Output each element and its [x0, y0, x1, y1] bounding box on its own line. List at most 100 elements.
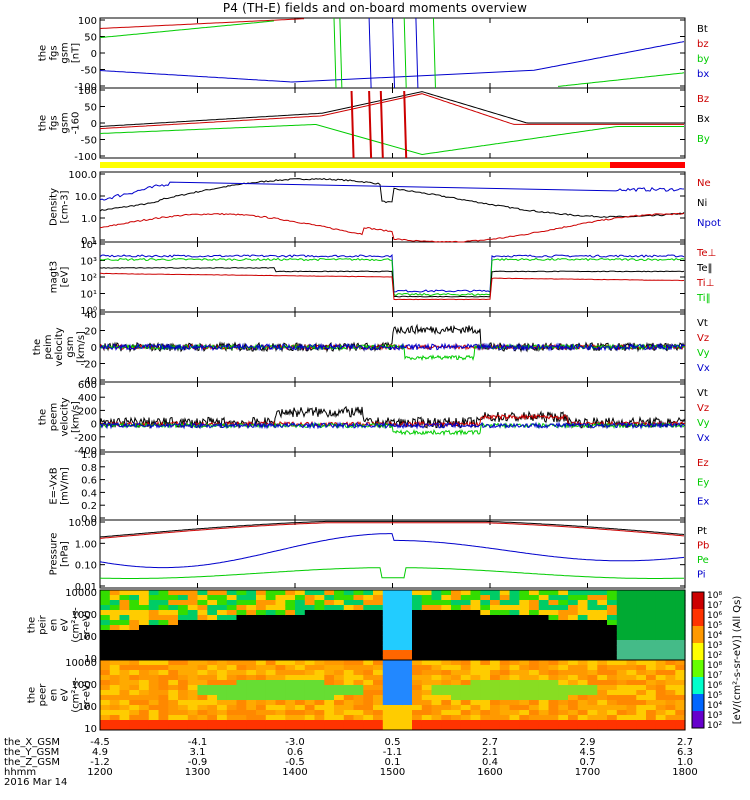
series-by-late — [557, 72, 685, 87]
spectrogram-cell — [480, 660, 491, 666]
spectrogram-cell — [187, 645, 199, 651]
spectrogram-cell — [412, 655, 423, 661]
spectrogram-cell — [568, 720, 579, 726]
spectrogram-cell — [275, 650, 286, 656]
spectrogram-cell — [616, 620, 628, 626]
legend-entry: Bz — [697, 94, 709, 105]
spectrogram-cell — [577, 680, 589, 686]
spectrogram-cell — [158, 640, 169, 646]
spectrogram-cell — [392, 705, 403, 711]
y-axis-label: (cm²-s- — [71, 677, 82, 713]
spectrogram-cell — [538, 620, 550, 626]
spectrogram-cell — [636, 720, 647, 726]
spectrogram-cell — [568, 675, 579, 681]
spectrogram-cell — [285, 590, 296, 596]
spectrogram-cell — [382, 640, 394, 646]
spectrogram-cell — [402, 600, 413, 606]
spectrogram-cell — [646, 665, 657, 671]
spectrogram-cell — [139, 695, 150, 701]
spectrogram-cell — [285, 675, 296, 681]
legend-entry: Ni — [697, 198, 707, 209]
spectrogram-cell — [451, 720, 462, 726]
spectrogram-cell — [431, 600, 442, 606]
spectrogram-cell — [285, 630, 296, 636]
spectrogram-cell — [655, 680, 667, 686]
spectrogram-cell — [597, 660, 608, 666]
spectrogram-cell — [597, 680, 608, 686]
spectrogram-cell — [119, 675, 130, 681]
spectrogram-cell — [587, 635, 598, 641]
spectrogram-cell — [558, 615, 569, 621]
spectrogram-cell — [187, 705, 199, 711]
spectrogram-cell — [626, 685, 637, 691]
spectrogram-cell — [646, 620, 657, 626]
spectrogram-cell — [246, 620, 257, 626]
spectrogram-cell — [363, 590, 374, 596]
legend-entry: Vt — [697, 318, 708, 329]
spectrogram-cell — [548, 605, 559, 611]
y-tick-label: -400 — [74, 446, 97, 457]
spectrogram-cell — [509, 590, 520, 596]
y-axis-label: en — [49, 619, 60, 632]
legend-entry: Pb — [697, 541, 709, 552]
spectrogram-cell — [178, 650, 189, 656]
spectrogram-cell — [451, 590, 462, 596]
spectrogram-cell — [246, 655, 257, 661]
spectrogram-cell — [470, 685, 481, 691]
spectrogram-cell — [509, 640, 520, 646]
spectrogram-cell — [304, 600, 316, 606]
spectrogram-cell — [616, 690, 628, 696]
spectrogram-cell — [363, 700, 374, 706]
spectrogram-cell — [460, 670, 472, 676]
series-Pt — [99, 520, 685, 538]
legend-entry: By — [697, 134, 710, 145]
spectrogram-cell — [100, 720, 111, 726]
spectrogram-cell — [373, 700, 384, 706]
spectrogram-cell — [178, 680, 189, 686]
spectrogram-cell — [655, 675, 667, 681]
spectrogram-cell — [480, 640, 491, 646]
spectrogram-cell — [568, 705, 579, 711]
spectrogram-cell — [490, 695, 501, 701]
spectrogram-cell — [441, 650, 452, 656]
spectrogram-cell — [421, 725, 433, 731]
spectrogram-cell — [119, 705, 130, 711]
elec-spectrogram — [99, 659, 686, 731]
spectrogram-cell — [314, 705, 325, 711]
spectrogram-cell — [558, 630, 569, 636]
spectrogram-cell — [139, 715, 150, 721]
spectrogram-cell — [343, 625, 355, 631]
spectrogram-cell — [548, 680, 559, 686]
spectrogram-cell — [675, 670, 686, 676]
spectrogram-cell — [509, 660, 520, 666]
series-bx — [99, 41, 685, 83]
spectrogram-cell — [431, 605, 442, 611]
spectrogram-cell — [236, 610, 247, 616]
spectrogram-cell — [217, 625, 228, 631]
spectrogram-cell — [256, 630, 267, 636]
spectrogram-cell — [139, 700, 150, 706]
spectrogram-cell — [285, 695, 296, 701]
spectrogram-cell — [616, 645, 628, 651]
spectrogram-cell — [373, 600, 384, 606]
orbit-value: 1400 — [282, 767, 307, 778]
spectrogram-cell — [275, 605, 286, 611]
spectrogram-cell — [548, 685, 559, 691]
spectrogram-cell — [470, 700, 481, 706]
spectrogram-cell — [236, 625, 247, 631]
series-spike — [350, 90, 355, 159]
spectrogram-cell — [499, 635, 511, 641]
spectrogram-cell — [529, 695, 540, 701]
spectrogram-cell — [304, 675, 316, 681]
spectrogram-cell — [265, 700, 277, 706]
spectrogram-cell — [675, 590, 686, 596]
spectrogram-cell — [158, 660, 169, 666]
spectrogram-cell — [490, 675, 501, 681]
spectrogram-cell — [246, 590, 257, 596]
spectrogram-cell — [480, 710, 491, 716]
spectrogram-cell — [178, 595, 189, 601]
spectrogram-cell — [626, 725, 637, 731]
spectrogram-cell — [129, 660, 140, 666]
spectrogram-cell — [217, 610, 228, 616]
spectrogram-cell — [636, 685, 647, 691]
